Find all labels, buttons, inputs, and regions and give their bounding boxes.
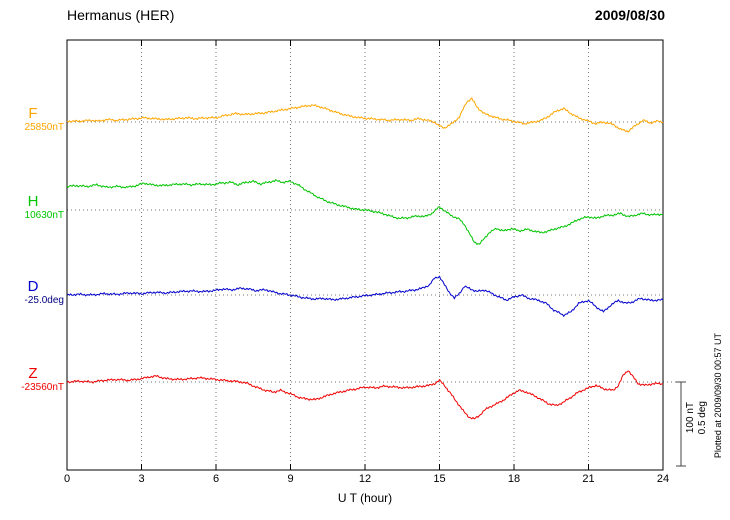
date-label: 2009/08/30 (594, 7, 665, 23)
series-baseline-z: -23560nT (21, 382, 64, 393)
x-tick-label: 3 (138, 473, 145, 485)
series-letter-d: D (27, 278, 39, 295)
series-letter-h: H (27, 193, 39, 210)
series-letter-z: Z (28, 365, 38, 382)
trace-F (66, 97, 664, 133)
series-label-f: F 25850nT (2, 106, 64, 134)
x-tick-label: 21 (582, 473, 595, 485)
x-tick-label: 12 (358, 473, 372, 485)
series-baseline-d: -25.0deg (24, 295, 64, 306)
scalebar-deg-label: 0.5 deg (697, 401, 708, 435)
trace-D (66, 275, 664, 317)
series-label-z: Z -23560nT (2, 366, 64, 394)
trace-H (66, 179, 664, 245)
x-tick-label: 6 (212, 473, 220, 485)
plotted-at-note: Plotted at 2009/09/30 00:57 UT (713, 333, 723, 459)
series-baseline-h: 10630nT (24, 210, 64, 221)
station-title: Hermanus (HER) (67, 7, 175, 23)
x-tick-label: 18 (507, 473, 521, 485)
x-tick-label: 0 (63, 473, 71, 485)
x-axis-title: U T (hour) (337, 491, 393, 505)
series-label-h: H 10630nT (2, 194, 64, 222)
series-baseline-f: 25850nT (24, 122, 64, 133)
x-tick-label: 9 (287, 473, 294, 485)
series-label-d: D -25.0deg (2, 279, 64, 307)
x-tick-label: 24 (656, 473, 670, 485)
trace-Z (66, 370, 664, 420)
scalebar-nt-label: 100 nT (685, 402, 696, 434)
series-letter-f: F (28, 105, 38, 122)
x-tick-label: 15 (433, 473, 446, 485)
